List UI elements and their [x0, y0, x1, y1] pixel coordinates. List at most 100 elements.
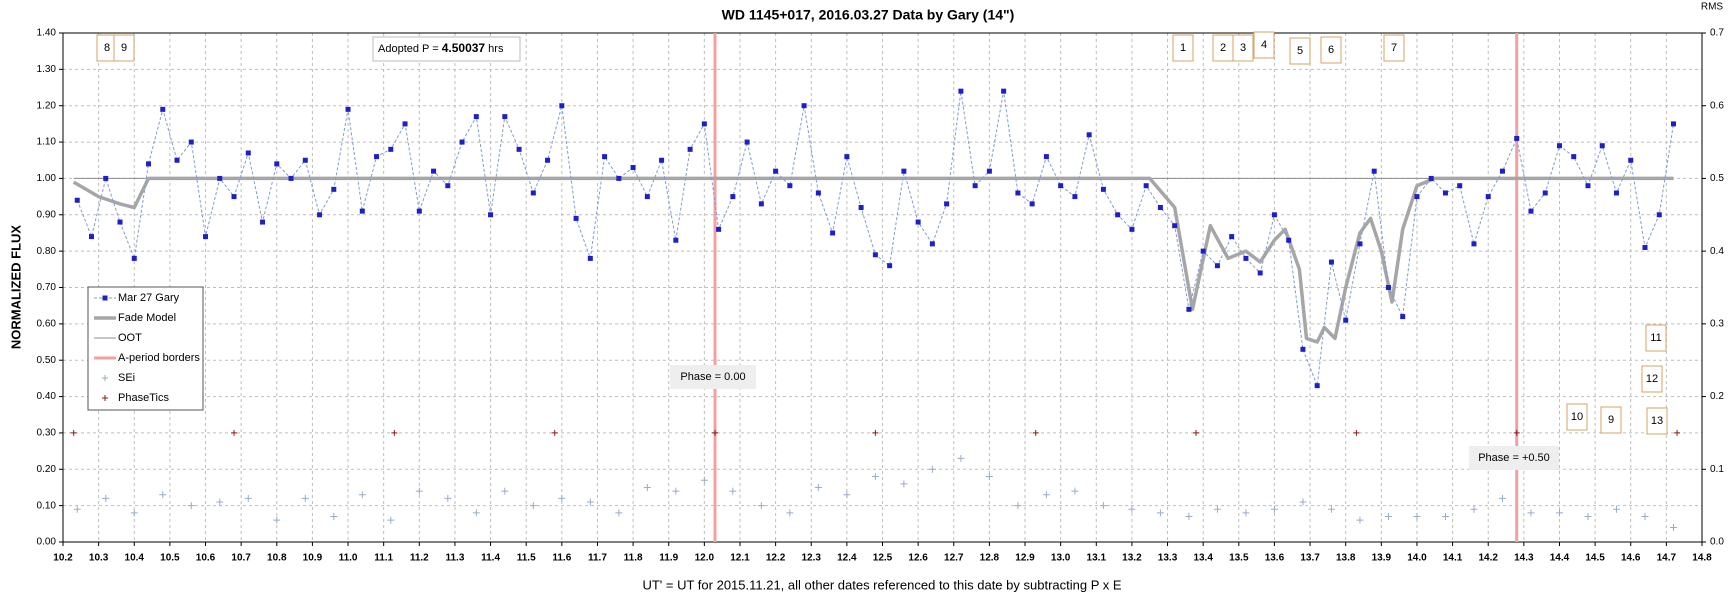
- flux-point: [1457, 183, 1463, 189]
- plus-marker: [391, 429, 398, 436]
- x-tick-label: 11.9: [659, 553, 678, 564]
- plus-marker: [757, 502, 765, 510]
- flux-point: [1243, 255, 1249, 261]
- flux-point: [1186, 306, 1192, 312]
- x-tick-label: 10.3: [89, 553, 109, 564]
- event-marker: 13: [1651, 415, 1663, 427]
- x-tick-label: 12.7: [944, 553, 964, 564]
- plus-marker: [1071, 487, 1079, 495]
- flux-point: [459, 139, 465, 145]
- plus-marker: [1032, 429, 1039, 436]
- x-tick-label: 14.7: [1657, 553, 1677, 564]
- flux-point: [1371, 168, 1377, 174]
- flux-point: [1642, 245, 1648, 251]
- flux-point: [488, 212, 494, 218]
- y-tick-label: 1.40: [37, 28, 57, 39]
- plus-marker: [1356, 516, 1364, 524]
- y2-axis-title: RMS: [1701, 2, 1724, 13]
- x-tick-label: 11.4: [481, 553, 500, 564]
- flux-point: [1357, 241, 1363, 247]
- flux-point: [701, 121, 707, 127]
- flux-point: [1656, 212, 1662, 218]
- plus-marker: [444, 494, 452, 502]
- y2-tick-label: 0.4: [1710, 246, 1724, 257]
- plus-marker: [1612, 505, 1620, 513]
- plus-marker: [700, 476, 708, 484]
- flux-point: [573, 215, 579, 221]
- x-tick-label: 13.4: [1193, 553, 1213, 564]
- flux-point: [1300, 346, 1306, 352]
- flux-point: [644, 194, 650, 200]
- plus-marker: [102, 494, 110, 502]
- y2-tick-label: 0.6: [1710, 100, 1724, 111]
- flux-point: [1058, 183, 1064, 189]
- plus-marker: [1641, 513, 1649, 521]
- flux-point: [659, 157, 665, 163]
- flux-point: [1328, 259, 1334, 265]
- flux-point: [516, 146, 522, 152]
- x-tick-label: 12.1: [730, 553, 750, 564]
- flux-point: [630, 165, 636, 171]
- flux-point: [89, 234, 95, 240]
- x-tick-label: 12.6: [908, 553, 928, 564]
- x-tick-label: 11.1: [374, 553, 393, 564]
- x-tick-label: 12.0: [695, 553, 715, 564]
- flux-point: [359, 208, 365, 214]
- phase-label-box: [670, 365, 756, 389]
- flux-point: [1043, 154, 1049, 160]
- y-tick-label: 0.80: [37, 246, 57, 257]
- plus-marker: [1156, 509, 1164, 517]
- x-tick-label: 10.4: [125, 553, 145, 564]
- plus-marker: [529, 502, 537, 510]
- flux-point: [1471, 241, 1477, 247]
- plus-marker: [501, 487, 509, 495]
- plus-marker: [1584, 513, 1592, 521]
- plus-marker: [1384, 513, 1392, 521]
- x-axis-title: UT' = UT for 2015.11.21, all other dates…: [642, 577, 1121, 592]
- event-marker-box: [1253, 31, 1275, 59]
- event-marker: 7: [1391, 42, 1397, 54]
- event-marker-box: [1172, 34, 1194, 62]
- flux-point: [1001, 88, 1007, 94]
- x-tick-label: 10.2: [53, 553, 73, 564]
- y-tick-label: 1.10: [37, 137, 57, 148]
- plus-marker: [1128, 505, 1136, 513]
- flux-point: [1670, 121, 1676, 127]
- x-tick-label: 13.3: [1158, 553, 1178, 564]
- x-tick-label: 12.4: [837, 553, 857, 564]
- flux-point: [1086, 132, 1092, 138]
- period-note: Adopted P = 4.50037 hrs: [378, 41, 504, 55]
- flux-point: [431, 168, 437, 174]
- flux-point: [288, 175, 294, 181]
- flux-point: [502, 114, 508, 120]
- plus-marker: [1270, 505, 1278, 513]
- flux-point: [1286, 237, 1292, 243]
- flux-point: [744, 139, 750, 145]
- y-tick-label: 0.20: [37, 464, 57, 475]
- flux-point: [730, 194, 736, 200]
- y-tick-label: 1.00: [37, 173, 57, 184]
- flux-point: [616, 175, 622, 181]
- phase-label-box: [1469, 446, 1559, 470]
- plus-marker: [814, 483, 822, 491]
- flux-point: [1400, 314, 1406, 320]
- flux-point: [545, 157, 551, 163]
- flux-point: [858, 205, 864, 211]
- plus-marker: [301, 494, 309, 502]
- x-tick-label: 14.6: [1621, 553, 1641, 564]
- flux-point: [559, 103, 565, 109]
- x-tick-label: 12.3: [802, 553, 822, 564]
- plus-marker: [472, 509, 480, 517]
- plus-marker: [871, 473, 879, 481]
- plus-marker: [1099, 502, 1107, 510]
- plus-marker: [1413, 513, 1421, 521]
- event-marker: 4: [1261, 39, 1267, 51]
- flux-point: [801, 103, 807, 109]
- plus-marker: [1674, 429, 1681, 436]
- legend-swatch: [102, 295, 108, 301]
- flux-point: [1229, 234, 1235, 240]
- plus-marker: [985, 473, 993, 481]
- fade-model-line: [72, 176, 1674, 344]
- legend-swatch: [102, 395, 108, 401]
- x-tick-label: 10.9: [303, 553, 323, 564]
